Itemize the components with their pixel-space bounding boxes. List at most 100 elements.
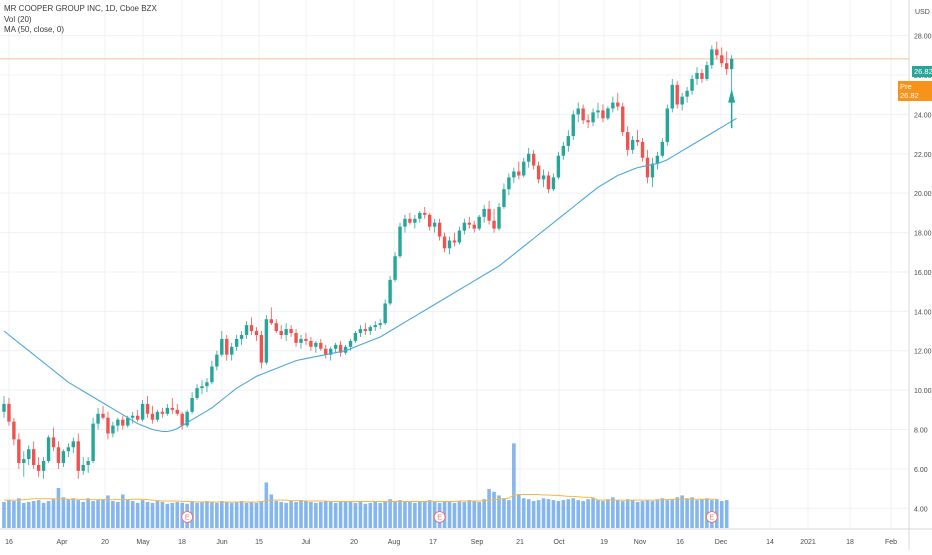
volume-bar <box>220 501 224 528</box>
candle-body <box>541 175 546 180</box>
volume-bar <box>616 500 620 528</box>
ma-indicator-label[interactable]: MA (50, close, 0) <box>4 25 65 34</box>
volume-bar <box>690 497 694 528</box>
volume-bar <box>215 502 219 528</box>
candle-body <box>220 338 224 355</box>
volume-bar <box>17 498 21 528</box>
volume-bar <box>165 503 170 528</box>
candle-body <box>170 407 174 410</box>
volume-layer <box>2 443 729 528</box>
candle-body <box>685 90 689 97</box>
volume-bar <box>358 501 363 528</box>
volume-bar <box>81 501 85 528</box>
candle-body <box>403 218 407 227</box>
candle-body <box>442 236 447 249</box>
candle-body <box>606 108 610 119</box>
volume-bar <box>239 501 244 528</box>
volume-bar <box>665 500 670 528</box>
candle-body <box>348 340 353 347</box>
candle-body <box>680 96 684 105</box>
volume-bar <box>655 499 660 528</box>
candle-body <box>546 175 551 190</box>
volume-bar <box>304 501 308 528</box>
time-tick-label: 18 <box>846 539 854 546</box>
volume-bar <box>106 495 110 528</box>
volume-bar <box>403 501 407 528</box>
volume-bar <box>393 501 397 528</box>
candle-body <box>155 411 160 420</box>
candle-body <box>71 441 75 448</box>
candle-body <box>561 145 566 156</box>
time-tick-label: 17 <box>429 539 437 546</box>
earnings-marker-label: E <box>185 515 190 522</box>
candle-body <box>408 218 412 223</box>
candle-body <box>586 120 590 123</box>
volume-bar <box>56 488 61 528</box>
candle-body <box>32 449 36 465</box>
volume-bar <box>724 500 729 528</box>
volume-ma-layer <box>4 494 717 503</box>
candle-body <box>512 171 516 178</box>
candle-body <box>91 423 95 462</box>
volume-bar <box>447 501 452 528</box>
symbol-title[interactable]: MR COOPER GROUP INC, 1D, Cboe BZX <box>4 4 157 13</box>
volume-bar <box>150 502 155 528</box>
candle-body <box>591 112 595 123</box>
candle-body <box>343 346 348 353</box>
candle-body <box>175 409 179 414</box>
volume-bar <box>551 500 556 528</box>
volume-bar <box>457 501 462 528</box>
candle-body <box>56 447 61 464</box>
volume-bar <box>507 500 511 528</box>
price-tick-label: 14.00 <box>914 309 932 316</box>
price-tick-label: 22.00 <box>914 152 932 159</box>
volume-bar <box>348 501 353 528</box>
volume-bar <box>373 501 378 528</box>
candle-body <box>635 139 640 142</box>
candle-body <box>388 279 392 304</box>
volume-indicator-label[interactable]: Vol (20) <box>4 14 32 24</box>
candle-body <box>423 212 427 215</box>
candle-body <box>373 325 377 328</box>
volume-bar <box>695 500 699 528</box>
ma-layer <box>3 117 737 433</box>
candle-body <box>239 334 244 339</box>
candle-body <box>492 220 496 229</box>
volume-bar <box>517 494 521 528</box>
time-tick-label: Apr <box>57 539 69 546</box>
candle-body <box>477 216 481 229</box>
candle-body <box>725 63 729 70</box>
candle-body <box>566 136 570 146</box>
candle-body <box>571 114 575 137</box>
candle-body <box>185 411 189 426</box>
volume-bar <box>71 498 76 528</box>
volume-bar <box>249 501 254 528</box>
volume-bar <box>234 501 239 528</box>
time-tick-label: 20 <box>350 539 358 546</box>
candle-body <box>527 153 531 162</box>
price-tick-label: 4.00 <box>914 506 928 513</box>
candle-body <box>432 222 437 227</box>
candle-body <box>294 333 298 343</box>
candle-body <box>383 303 387 324</box>
candle-body <box>517 171 521 176</box>
candle-body <box>259 334 264 363</box>
volume-bar <box>244 502 249 528</box>
volume-bar <box>41 502 46 528</box>
candle-body <box>398 226 402 257</box>
time-tick-label: May <box>136 539 150 546</box>
time-tick-label: Feb <box>885 539 897 546</box>
volume-bar <box>640 501 645 528</box>
volume-bar <box>566 499 571 528</box>
volume-bar <box>596 500 600 528</box>
earnings-marker <box>181 511 194 523</box>
candle-body <box>230 346 234 355</box>
candle-body <box>720 55 724 64</box>
candle-body <box>244 325 249 335</box>
candle-body <box>106 417 110 434</box>
price-tick-label: 20.00 <box>914 191 932 198</box>
volume-bar <box>492 491 496 528</box>
volume-bar <box>205 501 209 528</box>
candle-body <box>556 155 561 178</box>
